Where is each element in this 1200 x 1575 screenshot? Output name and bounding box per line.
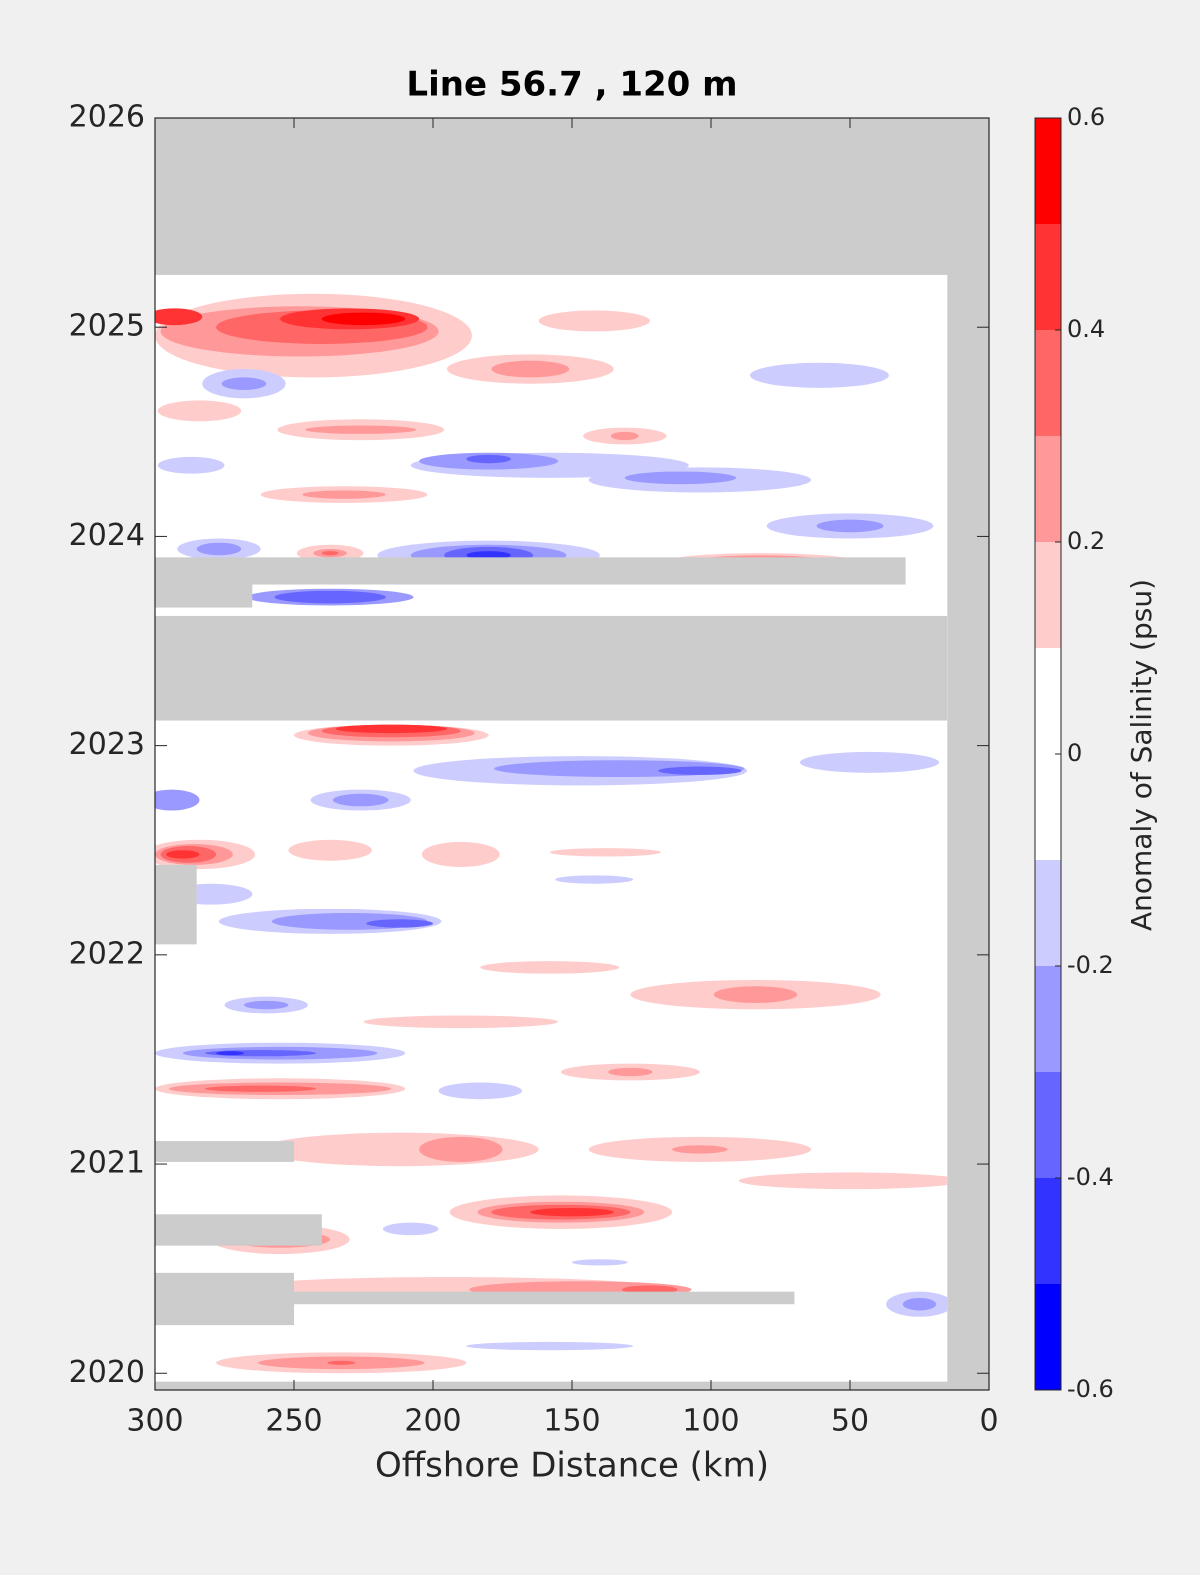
no-data-gap bbox=[155, 1272, 294, 1326]
no-data-gap bbox=[155, 1141, 294, 1162]
contour-patch bbox=[491, 360, 570, 378]
no-data-gap bbox=[155, 584, 253, 608]
contour-patch bbox=[438, 1082, 522, 1100]
colorbar-bin bbox=[1035, 1072, 1061, 1178]
y-tick-label: 2020 bbox=[69, 1355, 145, 1390]
contour-patch bbox=[302, 490, 386, 499]
y-tick-label: 2022 bbox=[69, 936, 145, 971]
colorbar-tick-label: -0.6 bbox=[1067, 1375, 1114, 1403]
contour-patch bbox=[530, 1207, 614, 1217]
colorbar-bin bbox=[1035, 1178, 1061, 1284]
colorbar-tick-label: 0.4 bbox=[1067, 315, 1105, 343]
contour-patch bbox=[466, 1341, 634, 1351]
contour-patch bbox=[321, 312, 406, 326]
no-data-gap bbox=[155, 1214, 322, 1246]
contour-patch bbox=[321, 551, 339, 556]
contour-patch bbox=[608, 1067, 653, 1077]
contour-patch bbox=[157, 400, 242, 422]
contour-patch bbox=[713, 986, 798, 1003]
contour-patch bbox=[749, 362, 889, 388]
x-tick-label: 250 bbox=[265, 1404, 322, 1439]
contour-patch bbox=[366, 919, 434, 928]
y-tick-label: 2025 bbox=[69, 309, 145, 344]
contour-patch bbox=[799, 751, 939, 773]
x-tick-label: 50 bbox=[831, 1404, 869, 1439]
contour-patch bbox=[421, 841, 500, 867]
colorbar-bin bbox=[1035, 1284, 1061, 1390]
no-data-gap bbox=[155, 864, 197, 945]
contour-patch bbox=[288, 839, 372, 861]
contour-patch bbox=[672, 1145, 728, 1154]
colorbar-bin bbox=[1035, 966, 1061, 1072]
contour-patch bbox=[816, 519, 884, 533]
y-tick-label: 2024 bbox=[69, 518, 145, 553]
contour-patch bbox=[274, 590, 386, 604]
contour-patch bbox=[155, 789, 200, 811]
colorbar-tick-label: -0.2 bbox=[1067, 951, 1114, 979]
contour-field bbox=[155, 293, 948, 1374]
contour-patch bbox=[624, 471, 737, 485]
colorbar-label: Anomaly of Salinity (psu) bbox=[1125, 579, 1158, 931]
contour-patch bbox=[332, 793, 389, 807]
contour-patch bbox=[572, 1259, 628, 1266]
contour-patch bbox=[738, 1172, 948, 1190]
colorbar-bin bbox=[1035, 860, 1061, 966]
colorbar-bin bbox=[1035, 224, 1061, 330]
x-tick-label: 0 bbox=[979, 1404, 998, 1439]
contour-patch bbox=[221, 377, 267, 390]
contour-patch bbox=[610, 431, 639, 441]
contour-patch bbox=[555, 875, 634, 884]
x-tick-label: 150 bbox=[543, 1404, 600, 1439]
colorbar-tick-label: -0.4 bbox=[1067, 1163, 1114, 1191]
x-axis-label: Offshore Distance (km) bbox=[375, 1446, 769, 1486]
x-tick-label: 100 bbox=[682, 1404, 739, 1439]
colorbar-bin bbox=[1035, 542, 1061, 648]
contour-patch bbox=[363, 1015, 559, 1029]
contour-patch bbox=[419, 1136, 503, 1162]
contour-patch bbox=[216, 1051, 244, 1056]
contour-patch bbox=[196, 542, 242, 556]
contour-patch bbox=[305, 425, 417, 434]
contour-patch bbox=[658, 766, 742, 775]
colorbar-tick-label: 0.2 bbox=[1067, 527, 1105, 555]
contour-patch bbox=[157, 456, 225, 474]
no-data-gap bbox=[155, 557, 906, 585]
contour-patch bbox=[166, 850, 200, 859]
contour-patch bbox=[155, 308, 203, 326]
y-tick-label: 2026 bbox=[69, 100, 145, 135]
contour-patch bbox=[538, 310, 650, 332]
y-tick-label: 2023 bbox=[69, 727, 145, 762]
contour-patch bbox=[205, 1085, 317, 1092]
contour-patch bbox=[327, 1360, 356, 1365]
no-data-gap bbox=[155, 615, 948, 721]
x-tick-label: 300 bbox=[126, 1404, 183, 1439]
contour-patch bbox=[480, 961, 620, 974]
x-tick-label: 200 bbox=[404, 1404, 461, 1439]
contour-patch bbox=[466, 454, 511, 464]
colorbar-tick-label: 0.6 bbox=[1067, 103, 1105, 131]
contour-patch bbox=[243, 1000, 289, 1010]
contour-patch bbox=[382, 1222, 439, 1236]
colorbar-bin bbox=[1035, 436, 1061, 542]
contour-patch bbox=[335, 724, 447, 734]
colorbar-bin bbox=[1035, 754, 1061, 860]
colorbar-tick-label: 0 bbox=[1067, 739, 1082, 767]
chart-title: Line 56.7 , 120 m bbox=[406, 65, 737, 105]
contour-patch bbox=[549, 848, 661, 857]
contour-patch bbox=[902, 1297, 937, 1311]
no-data-gap bbox=[294, 1291, 795, 1305]
y-tick-label: 2021 bbox=[69, 1146, 145, 1181]
colorbar-bin bbox=[1035, 648, 1061, 754]
colorbar-bin bbox=[1035, 330, 1061, 436]
colorbar-bin bbox=[1035, 118, 1061, 224]
